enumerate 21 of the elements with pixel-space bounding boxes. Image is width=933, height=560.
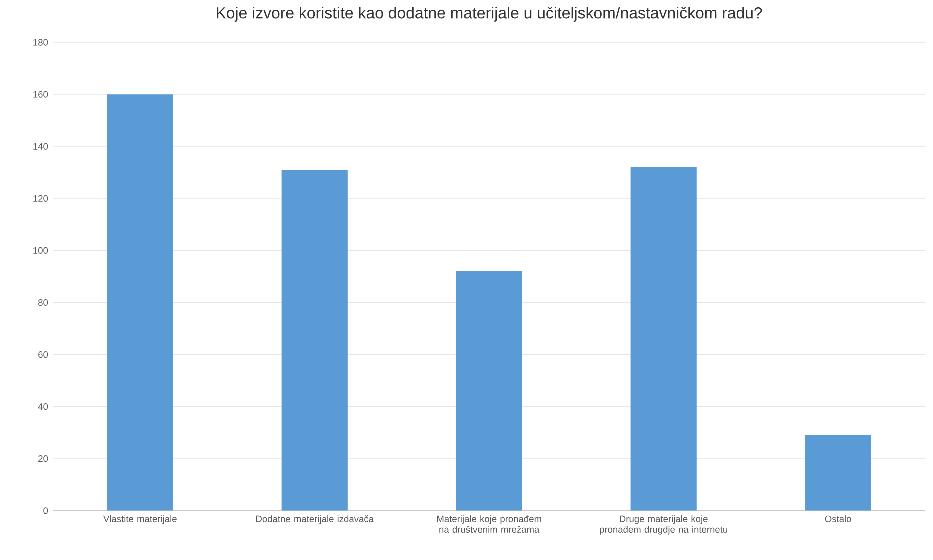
x-tick-label: Ostalo: [825, 515, 852, 522]
x-tick-label: Druge materijale koje pronađem drugdje na internetu: [600, 515, 728, 535]
bar: [630, 167, 697, 511]
y-tick-label: 120: [34, 195, 48, 202]
y-tick-label: 0: [44, 507, 48, 514]
chart-title: Koje izvore koristite kao dodatne materijale u učiteljskom/nastavničkom radu?: [217, 6, 762, 22]
bar: [107, 94, 174, 511]
y-tick-label: 60: [38, 351, 48, 358]
y-tick-label: 100: [34, 247, 48, 254]
bar: [456, 271, 522, 511]
y-tick-label: 160: [34, 91, 48, 98]
y-tick-label: 20: [38, 455, 48, 462]
y-tick-label: 80: [38, 299, 48, 306]
x-tick-label: Materijale koje pronađem na društvenim mrežama: [437, 515, 542, 533]
bar: [805, 435, 872, 511]
x-tick-label: Vlastite materijale: [104, 515, 177, 524]
y-tick-label: 40: [38, 403, 48, 410]
y-tick-label: 180: [34, 39, 48, 46]
y-tick-label: 140: [34, 143, 48, 150]
x-tick-label: Dodatne materijale izdavača: [256, 515, 374, 524]
bar: [282, 170, 348, 511]
